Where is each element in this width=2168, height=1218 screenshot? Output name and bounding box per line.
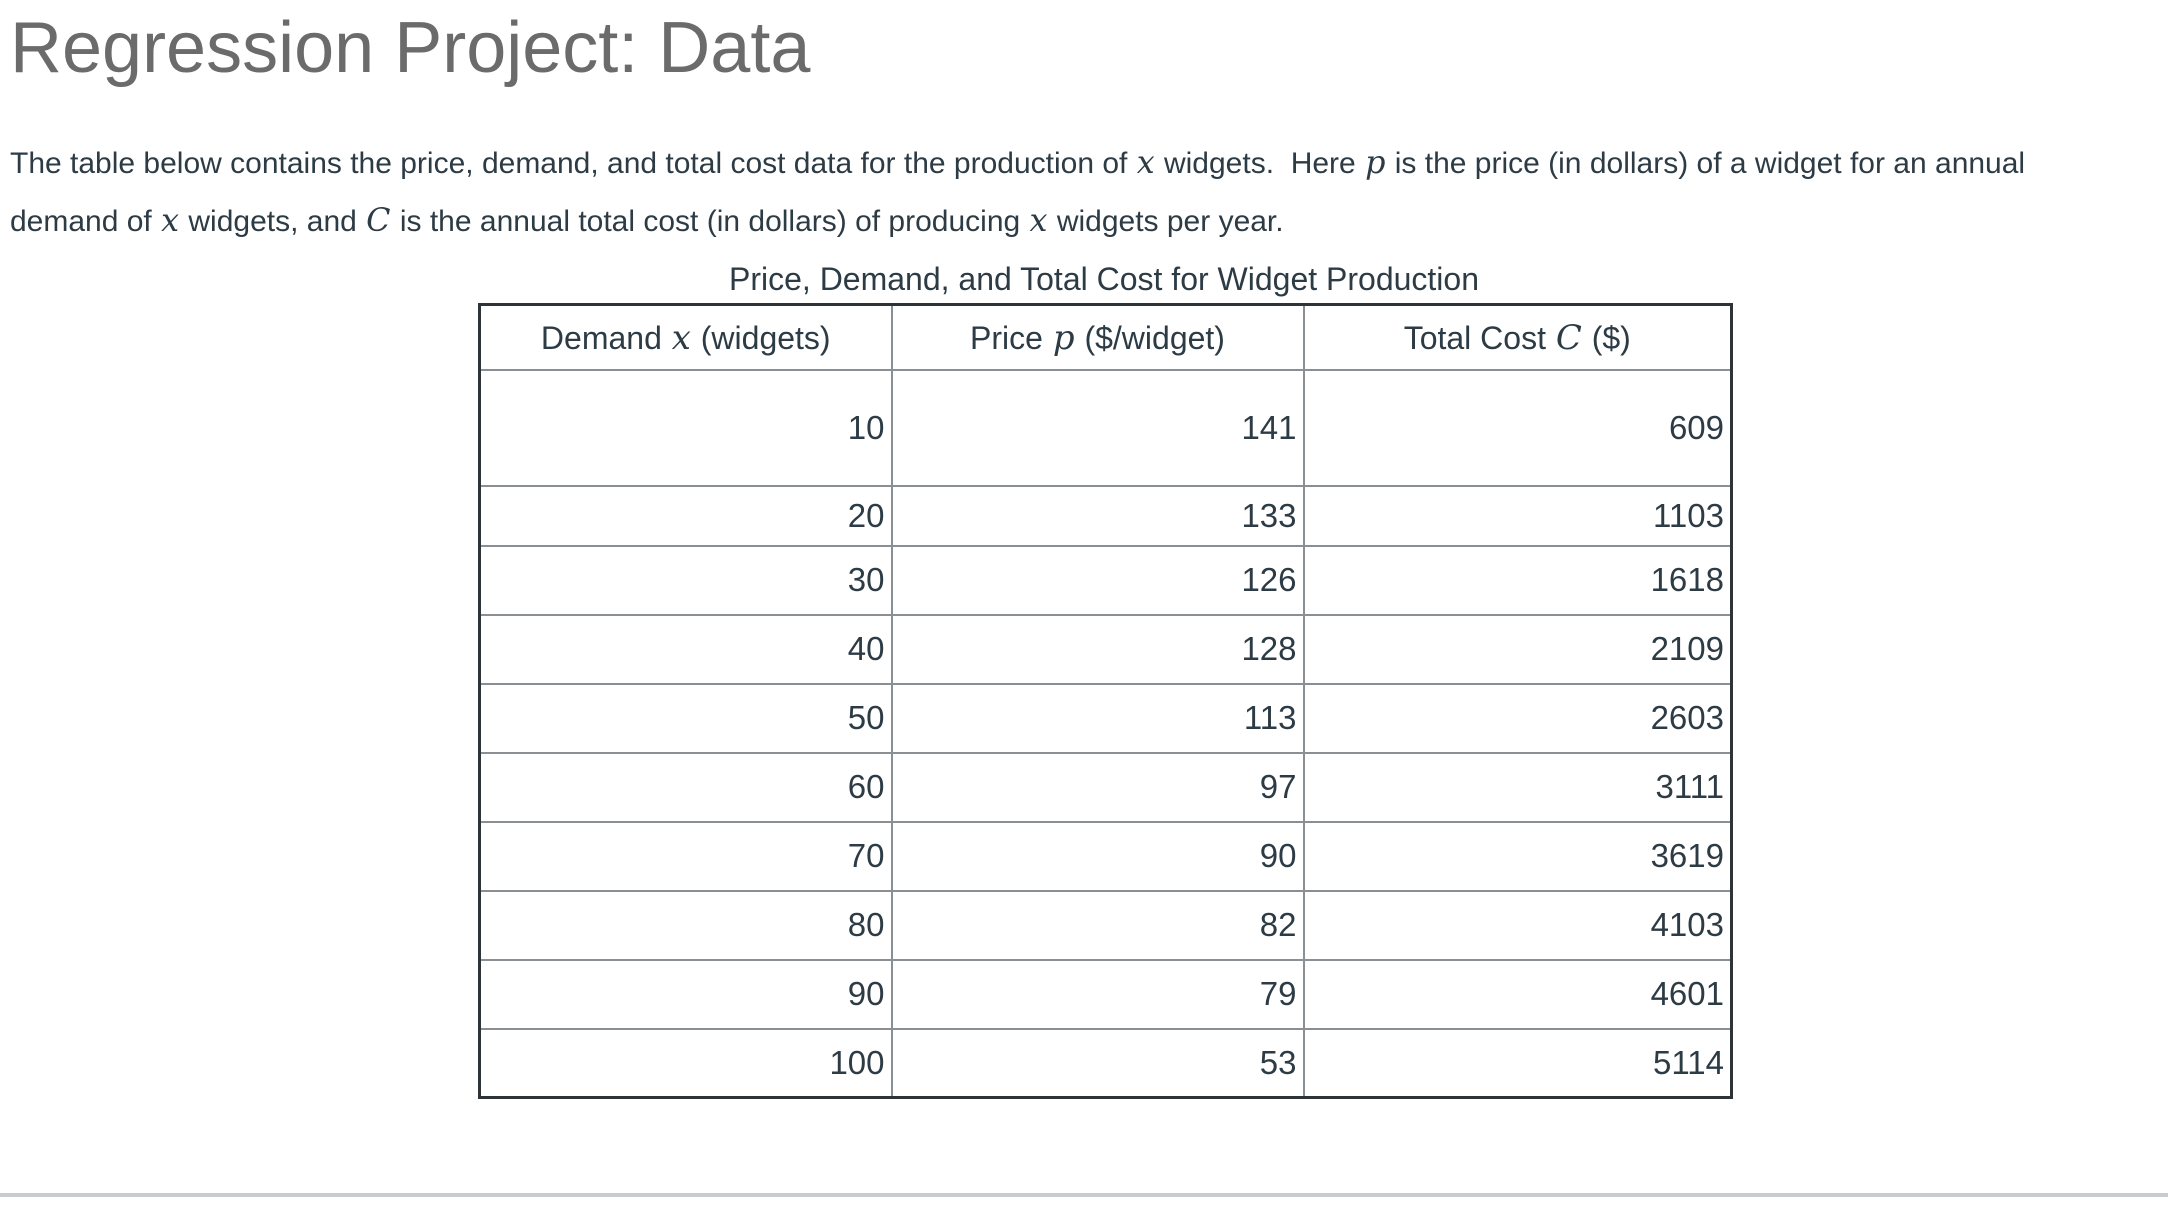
table-caption: Price, Demand, and Total Cost for Widget… [729, 261, 1479, 297]
math-variable: x [1029, 202, 1048, 239]
table-cell: 79 [890, 958, 1305, 1030]
table-cell: 3111 [1302, 751, 1733, 823]
table-cell: 128 [890, 613, 1305, 685]
table-cell: 80 [478, 889, 893, 961]
table-cell: 126 [890, 544, 1305, 616]
table-cell: 50 [478, 682, 893, 754]
table-cell: 1103 [1302, 484, 1733, 547]
table-cell: 2603 [1302, 682, 1733, 754]
table-row: 40 128 2109 [478, 613, 1733, 685]
table-row: 20 133 1103 [478, 484, 1733, 547]
table-cell: 20 [478, 484, 893, 547]
column-header-price: Price p ($/widget) [890, 303, 1305, 371]
column-header-total-cost: Total Cost C ($) [1302, 303, 1733, 371]
table-cell: 100 [478, 1027, 893, 1099]
table-row: 100 53 5114 [478, 1027, 1733, 1099]
table-cell: 97 [890, 751, 1305, 823]
table-cell: 10 [478, 368, 893, 487]
table-row: 30 126 1618 [478, 544, 1733, 616]
table-row: 10 141 609 [478, 368, 1733, 487]
table-cell: 90 [478, 958, 893, 1030]
table-cell: 30 [478, 544, 893, 616]
table-cell: 2109 [1302, 613, 1733, 685]
table-cell: 70 [478, 820, 893, 892]
page-title: Regression Project: Data [10, 8, 811, 88]
bottom-divider [0, 1193, 2168, 1197]
data-table: Demand x (widgets) Price p ($/widget) To… [478, 303, 1733, 1099]
table-cell: 60 [478, 751, 893, 823]
math-variable: C [366, 202, 391, 239]
table-cell: 1618 [1302, 544, 1733, 616]
table-cell: 90 [890, 820, 1305, 892]
table-cell: 4601 [1302, 958, 1733, 1030]
table-cell: 609 [1302, 368, 1733, 487]
table-cell: 40 [478, 613, 893, 685]
math-variable: x [1136, 144, 1155, 181]
table-header-row: Demand x (widgets) Price p ($/widget) To… [478, 303, 1733, 371]
table-cell: 3619 [1302, 820, 1733, 892]
table-section: Price, Demand, and Total Cost for Widget… [478, 257, 1733, 1099]
table-cell: 5114 [1302, 1027, 1733, 1099]
table-cell: 113 [890, 682, 1305, 754]
table-row: 70 90 3619 [478, 820, 1733, 892]
intro-paragraph: The table below contains the price, dema… [10, 144, 2026, 239]
table-cell: 53 [890, 1027, 1305, 1099]
math-variable: p [1365, 144, 1386, 181]
math-variable: C [1555, 317, 1582, 357]
table-row: 50 113 2603 [478, 682, 1733, 754]
math-variable: x [671, 317, 691, 357]
table-row: 80 82 4103 [478, 889, 1733, 961]
column-header-demand: Demand x (widgets) [478, 303, 893, 371]
table-cell: 133 [890, 484, 1305, 547]
table-header: Demand x (widgets) Price p ($/widget) To… [478, 303, 1733, 371]
math-variable: x [161, 202, 180, 239]
table-cell: 4103 [1302, 889, 1733, 961]
table-row: 60 97 3111 [478, 751, 1733, 823]
table-cell: 141 [890, 368, 1305, 487]
table-body: 10 141 609 20 133 1103 30 126 1618 40 128 2109 50 113… [478, 368, 1733, 1099]
table-cell: 82 [890, 889, 1305, 961]
table-row: 90 79 4601 [478, 958, 1733, 1030]
math-variable: p [1052, 317, 1075, 357]
